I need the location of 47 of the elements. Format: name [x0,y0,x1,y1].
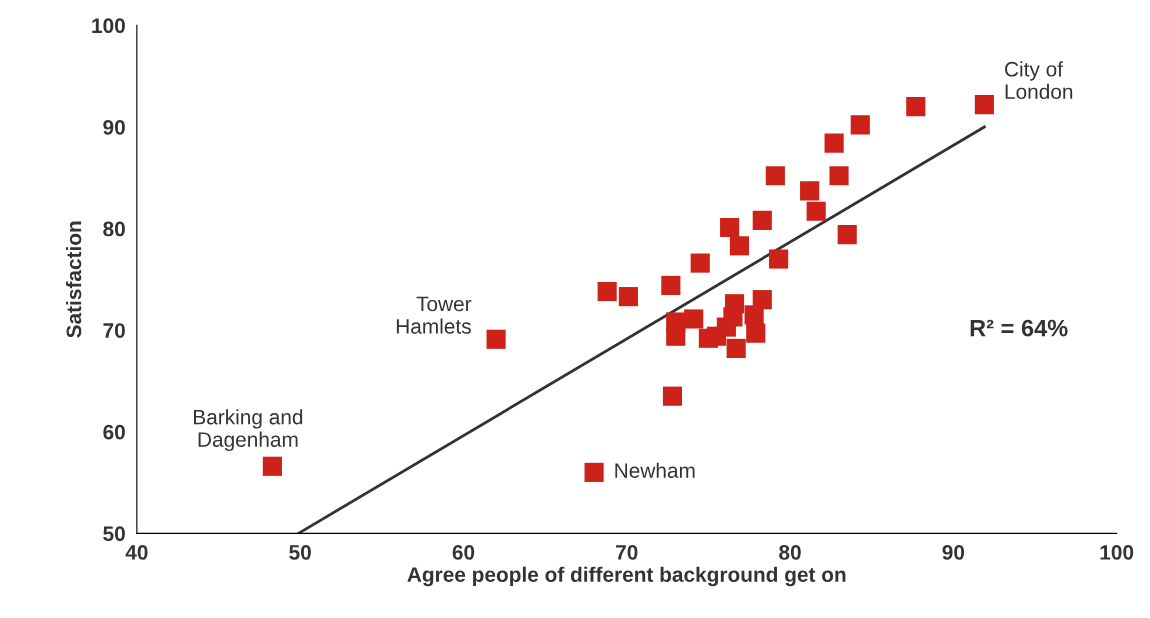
point [262,456,282,476]
annotation: R² = 64% [970,319,1068,337]
point [752,210,772,230]
point [661,275,681,295]
point [837,225,857,245]
point [765,166,785,186]
point [744,305,764,325]
point [806,201,826,221]
x-tick-label: 90 [942,545,965,560]
annotation: Newham [615,462,695,478]
point [597,281,617,302]
point [800,181,820,201]
point [850,115,870,135]
x-tick-label: 100 [1100,545,1134,560]
x-tick-label: 40 [125,545,148,560]
point [690,253,710,273]
x-tick-label: 70 [616,545,638,560]
annotation: Tower Hamlets [396,296,472,334]
point [720,217,740,238]
y-tick-label: 90 [103,119,125,135]
y-tick-label: 50 [103,526,125,542]
point [829,166,849,186]
x-axis-title: Agree people of different background get on [407,566,846,587]
x-tick-label: 60 [452,545,475,560]
point [666,326,686,346]
point [584,462,604,482]
point [684,309,704,329]
point [729,236,749,256]
point [698,328,718,348]
y-axis-title: Satisfaction [66,221,82,338]
y-tick-label: 70 [103,323,125,338]
x-tick-label: 50 [289,545,311,560]
point [769,249,789,269]
point [906,97,926,117]
y-tick-label: 80 [103,221,125,237]
y-tick-label: 100 [92,18,125,34]
y-tick-label: 60 [103,424,125,440]
point [974,95,994,115]
annotation: City of London [1005,61,1073,100]
point [824,133,844,153]
point [662,386,683,406]
x-tick-label: 80 [779,545,801,560]
point [486,329,506,349]
annotation: Barking and Dagenham [194,409,303,452]
point [618,287,638,307]
point [726,338,746,358]
point [746,323,766,343]
